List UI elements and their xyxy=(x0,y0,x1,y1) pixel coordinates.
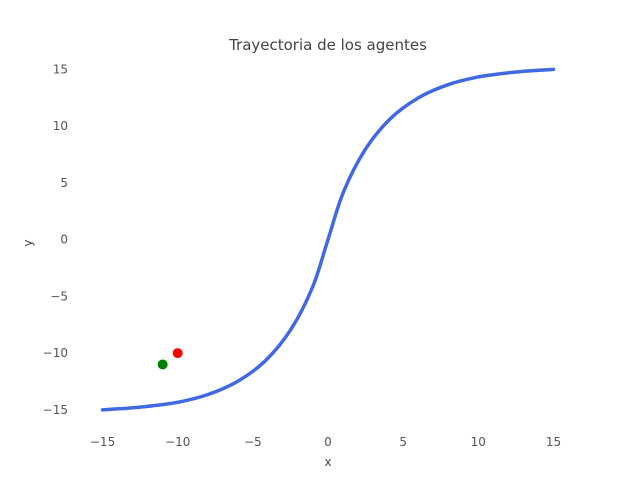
y-tick-label: 15 xyxy=(53,62,68,76)
x-tick-label: 15 xyxy=(546,435,561,449)
chart-title: Trayectoria de los agentes xyxy=(228,36,427,54)
y-tick-label: 0 xyxy=(60,233,68,247)
y-tick-label: −15 xyxy=(43,403,68,417)
x-tick-label: 10 xyxy=(471,435,486,449)
x-tick-label: −10 xyxy=(165,435,190,449)
x-tick-label: 5 xyxy=(399,435,407,449)
y-tick-label: 5 xyxy=(60,176,68,190)
y-axis-ticks: −15 −10 −5 0 5 10 15 xyxy=(43,62,68,416)
x-tick-label: −15 xyxy=(90,435,115,449)
plot-area xyxy=(100,67,556,412)
agent-point-1 xyxy=(172,348,183,359)
y-tick-label: −10 xyxy=(43,346,68,360)
y-axis-label: y xyxy=(21,239,35,246)
y-tick-label: 10 xyxy=(53,119,68,133)
x-axis-ticks: −15 −10 −5 0 5 10 15 xyxy=(90,435,561,449)
agent-point-2 xyxy=(157,359,168,370)
y-tick-label: −5 xyxy=(50,289,68,303)
x-tick-label: 0 xyxy=(324,435,332,449)
x-axis-label: x xyxy=(324,455,331,469)
x-tick-label: −5 xyxy=(244,435,262,449)
trajectory-line xyxy=(100,67,556,412)
